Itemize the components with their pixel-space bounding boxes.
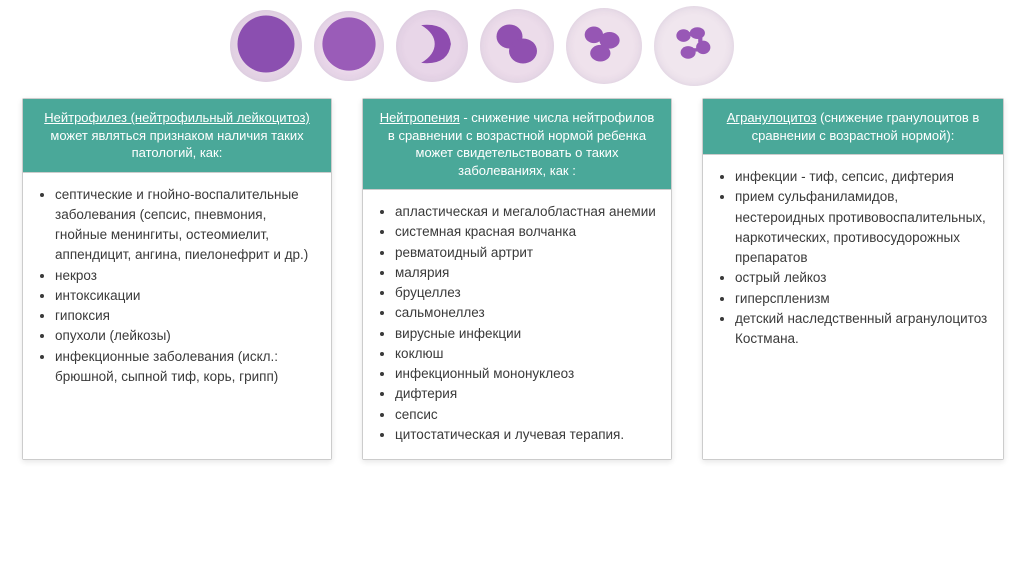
list-item: апластическая и мегалобластная анемии <box>395 202 657 222</box>
card-header-term: Нейтрофилез (нейтрофильный лейкоцитоз) <box>44 110 310 125</box>
list-item: прием сульфаниламидов, нестероидных прот… <box>735 187 989 268</box>
list-item: цитостатическая и лучевая терапия. <box>395 425 657 445</box>
cell-nucleus <box>405 17 459 76</box>
list-item: инфекционные заболевания (искл.: брюшной… <box>55 347 317 388</box>
cell-nucleus <box>673 23 715 70</box>
card-list: апластическая и мегалобластная анемиисис… <box>377 202 657 445</box>
card-body: апластическая и мегалобластная анемиисис… <box>363 190 671 459</box>
list-item: бруцеллез <box>395 283 657 303</box>
columns-container: Нейтрофилез (нейтрофильный лейкоцитоз) м… <box>22 98 1004 460</box>
card-list: инфекции - тиф, сепсис, дифтерияприем су… <box>717 167 989 349</box>
list-item: малярия <box>395 263 657 283</box>
cell-stage-4 <box>566 8 642 84</box>
info-card-1: Нейтропения - снижение числа нейтрофилов… <box>362 98 672 460</box>
list-item: гипоксия <box>55 306 317 326</box>
cell-stage-1 <box>314 11 384 81</box>
list-item: ревматоидный артрит <box>395 243 657 263</box>
info-card-0: Нейтрофилез (нейтрофильный лейкоцитоз) м… <box>22 98 332 460</box>
list-item: системная красная волчанка <box>395 222 657 242</box>
list-item: опухоли (лейкозы) <box>55 326 317 346</box>
cell-nucleus <box>581 21 627 72</box>
list-item: инфекционный мононуклеоз <box>395 364 657 384</box>
list-item: инфекции - тиф, сепсис, дифтерия <box>735 167 989 187</box>
cell-stage-3 <box>480 9 554 83</box>
card-body: септические и гнойно-воспалительные забо… <box>23 173 331 460</box>
cell-nucleus <box>492 19 542 74</box>
card-header-desc: может являться признаком наличия таких п… <box>50 128 303 161</box>
list-item: детский наследственный агранулоцитоз Кос… <box>735 309 989 350</box>
cell-images-row <box>230 6 734 86</box>
cell-nucleus <box>236 14 296 79</box>
card-header: Нейтрофилез (нейтрофильный лейкоцитоз) м… <box>23 99 331 173</box>
cell-stage-2 <box>396 10 468 82</box>
list-item: острый лейкоз <box>735 268 989 288</box>
card-body: инфекции - тиф, сепсис, дифтерияприем су… <box>703 155 1003 459</box>
card-header-term: Нейтропения <box>380 110 460 125</box>
card-header-term: Агранулоцитоз <box>727 110 817 125</box>
list-item: вирусные инфекции <box>395 324 657 344</box>
list-item: интоксикации <box>55 286 317 306</box>
cell-stage-0 <box>230 10 302 82</box>
list-item: септические и гнойно-воспалительные забо… <box>55 185 317 266</box>
card-header: Нейтропения - снижение числа нейтрофилов… <box>363 99 671 190</box>
cell-stage-5 <box>654 6 734 86</box>
list-item: некроз <box>55 266 317 286</box>
card-header: Агранулоцитоз (снижение гранулоцитов в с… <box>703 99 1003 155</box>
list-item: гиперспленизм <box>735 289 989 309</box>
card-list: септические и гнойно-воспалительные забо… <box>37 185 317 388</box>
list-item: сальмонеллез <box>395 303 657 323</box>
list-item: дифтерия <box>395 384 657 404</box>
list-item: коклюш <box>395 344 657 364</box>
list-item: сепсис <box>395 405 657 425</box>
info-card-2: Агранулоцитоз (снижение гранулоцитов в с… <box>702 98 1004 460</box>
cell-nucleus <box>321 16 377 77</box>
